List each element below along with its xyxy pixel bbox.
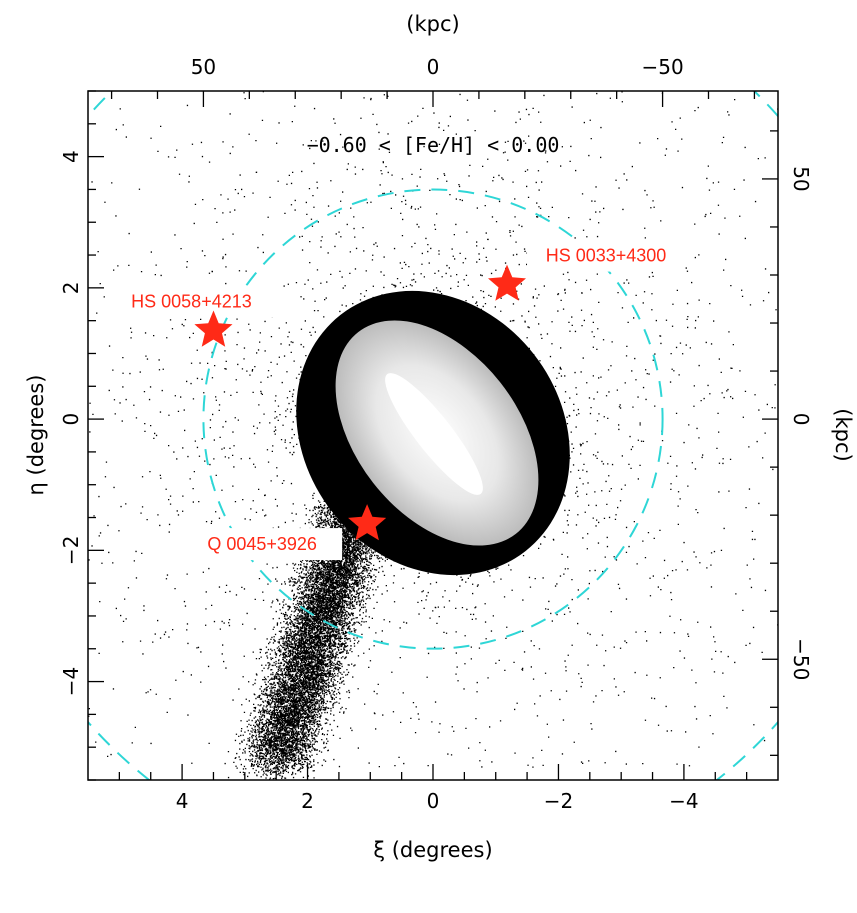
y-tick-label: 4	[59, 150, 83, 163]
radius-circles	[88, 91, 778, 780]
right-tick-label: 50	[789, 166, 813, 191]
top-tick-label: −50	[641, 55, 683, 79]
y-axis-title: η (degrees)	[24, 375, 48, 496]
x-tick-label: 4	[176, 789, 189, 813]
quasar-label: HS 0033+4300	[546, 246, 667, 266]
m31-disk	[296, 290, 570, 576]
right-tick-label: 0	[789, 413, 813, 426]
x-tick-label: 0	[427, 789, 440, 813]
quasar-label-box	[527, 239, 686, 272]
quasar-label-box	[106, 285, 277, 318]
top-axis-title: (kpc)	[406, 12, 459, 36]
plot-area	[88, 91, 778, 780]
quasar-markers: HS 0058+4213 HS 0033+4300 Q 0045+3926	[106, 239, 686, 561]
quasar-star-icon	[348, 504, 387, 541]
y-tick-label: 2	[59, 281, 83, 294]
quasar-star-icon	[488, 264, 526, 301]
disk-core	[385, 373, 483, 495]
top-tick-label: 50	[191, 55, 216, 79]
y-tick-label: −4	[59, 667, 83, 696]
x-tick-label: −4	[669, 789, 698, 813]
quasar-star-icon	[194, 310, 233, 347]
x-tick-label: −2	[544, 789, 573, 813]
metallicity-range-title: −0.60 < [Fe/H] < 0.00	[307, 133, 560, 157]
quasar-label: Q 0045+3926	[207, 534, 317, 554]
x-axis-title: ξ (degrees)	[373, 838, 492, 862]
radius-circle-50kpc	[202, 188, 664, 650]
axis-tick-labels: 4 2 0 −2 −4 −4 −2 0 2 4 50 0 −50 50 0 −50	[59, 55, 813, 813]
quasar-label: HS 0058+4213	[131, 292, 252, 312]
x-tick-label: 2	[301, 789, 314, 813]
right-axis-title: (kpc)	[831, 408, 855, 461]
quasar-label-box	[182, 528, 343, 561]
right-tick-label: −50	[789, 638, 813, 680]
top-tick-label: 0	[427, 55, 440, 79]
axis-ticks	[88, 90, 778, 781]
y-tick-label: −2	[59, 536, 83, 565]
y-tick-label: 0	[59, 413, 83, 426]
